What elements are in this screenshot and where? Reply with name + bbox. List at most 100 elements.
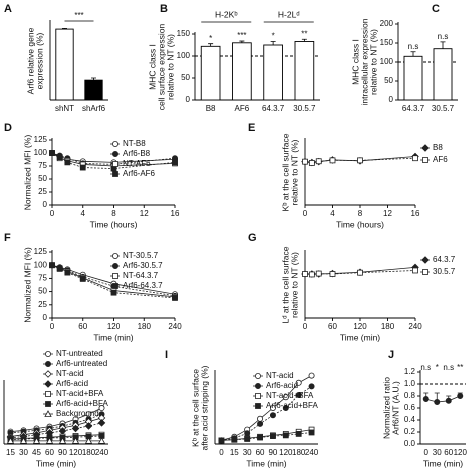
x-tick-label: 240 [168,322,182,331]
legend-marker [44,370,52,378]
legend-marker [45,360,52,367]
y-tick-label: 0.6 [404,403,416,412]
series-line [304,270,416,275]
data-point [269,404,276,411]
bar [263,44,283,101]
data-point [58,437,67,444]
y-axis-title: expression (%) [34,32,44,89]
legend-marker [112,150,119,157]
data-point [434,398,441,405]
y-tick-label: 50 [38,287,47,296]
legend-label: B8 [433,143,443,152]
x-tick-label: 16 [171,209,180,218]
data-point [45,437,54,444]
data-point [110,289,117,296]
x-tick-label: 15 [6,448,15,457]
legend-label: NT-untreated [56,349,103,358]
data-point [172,159,178,166]
y-tick-label: 75 [38,274,47,283]
error-bar [239,40,245,43]
data-point [32,437,41,444]
legend-label: NT-acid [56,369,84,378]
x-tick-label: 15 [230,448,239,457]
x-tick-label: 90 [268,448,277,457]
legend-label: Arf6-acid+BFA [266,401,318,410]
legend-marker [45,391,51,397]
data-point [257,434,263,441]
data-point [172,295,178,301]
x-axis-title: Time (min) [93,332,133,342]
y-tick-label: 0.4 [404,415,416,424]
significance: * [436,363,439,372]
y-tick-label: 125 [34,135,48,144]
x-tick-label: 30.5.7 [293,104,316,113]
legend-marker [112,171,118,177]
y-tick-label: 50 [38,174,47,183]
y-axis-title: Arf6 relative gene [25,27,35,94]
x-axis-title: Time (hours) [336,219,384,229]
data-point [308,429,315,436]
legend-marker [112,273,118,279]
panel-letter: G [248,232,257,244]
y-tick-label: 0 [389,95,394,104]
legend-marker [44,380,52,388]
data-point [231,436,238,443]
y-tick-label: 50 [384,76,393,85]
y-tick-label: 75 [38,161,47,170]
x-tick-label: 16 [411,209,420,218]
data-point [97,437,106,444]
panel-letter: A [4,3,12,15]
error-bar [301,38,307,42]
data-point [412,155,418,162]
x-tick-label: 120 [454,448,468,457]
data-point [282,404,289,411]
y-axis-title: Normalized ratio [381,377,391,439]
data-point [6,437,15,444]
data-point [84,437,93,444]
legend-label: NT-B8 [123,139,146,148]
legend-label: AF6 [433,155,448,164]
y-tick-label: 25 [38,187,47,196]
x-tick-label: 240 [305,448,319,457]
x-tick-label: 240 [95,448,109,457]
y-axis-title: Normalized MFI (%) [22,135,32,211]
legend-marker [421,256,429,264]
legend-label: NT-acid+BFA [56,389,104,398]
panel-letter: B [160,3,168,15]
x-tick-label: shArf6 [82,104,106,113]
legend-marker [421,144,429,152]
data-point [457,392,464,399]
y-axis-title: Arf6/NT (A.U.) [390,381,400,435]
legend-label: Arf6-AF6 [123,169,156,178]
bar [294,41,315,101]
legend-marker [45,401,51,407]
x-tick-label: 64.3.7 [262,104,285,113]
y-tick-label: 200 [380,19,394,28]
x-tick-label: 0 [303,322,308,331]
legend-marker [44,410,52,417]
y-axis-title: MHC class I [350,39,360,85]
y-tick-label: 100 [177,51,191,60]
x-tick-label: AF6 [235,104,250,113]
y-tick-label: 25 [38,300,47,309]
legend-label: Arf6-acid [266,381,298,390]
significance: * [209,34,212,43]
error-bar [208,43,214,47]
significance: n.s [408,42,419,51]
y-tick-label: 150 [177,29,191,38]
legend-label: NT-30.5.7 [123,251,159,260]
x-tick-label: 45 [32,448,41,457]
x-tick-label: 180 [381,322,395,331]
data-point [64,159,71,166]
x-tick-label: 30 [243,448,252,457]
y-tick-label: 0.2 [404,427,416,436]
bar [200,45,221,101]
data-point [315,158,322,165]
legend-label: NT-AF6 [123,159,151,168]
legend-marker [422,157,428,163]
data-point [49,262,55,269]
x-tick-label: 240 [408,322,422,331]
series-line [51,152,176,165]
